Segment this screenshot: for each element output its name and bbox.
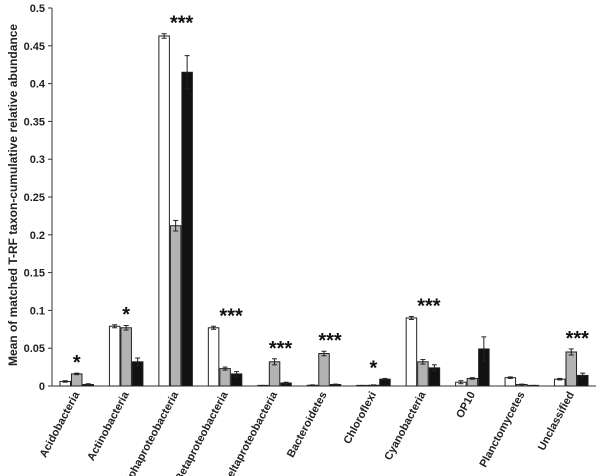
category-label: OP10	[454, 390, 478, 420]
y-axis-label: Mean of matched T-RF taxon-cumulative re…	[6, 24, 20, 366]
y-tick-label: 0.3	[30, 154, 45, 166]
bar	[417, 361, 429, 387]
significance-markers: *********** **********	[73, 13, 589, 380]
y-tick-label: 0.5	[30, 3, 45, 15]
bar	[565, 351, 578, 387]
bar	[181, 71, 193, 387]
y-tick-label: 0.45	[24, 41, 45, 53]
y-tick-label: 0.25	[24, 192, 45, 204]
bar	[70, 373, 83, 387]
significance-marker: ***	[318, 330, 342, 352]
y-tick-label: 0.4	[30, 79, 46, 91]
significance-marker: ***	[170, 13, 194, 35]
significance-marker: ***	[219, 305, 243, 327]
bar	[169, 225, 182, 387]
category-label: Actinobacteria	[85, 389, 132, 463]
bar	[318, 352, 330, 387]
y-tick-label: 0.05	[24, 343, 45, 355]
significance-marker: *	[370, 357, 378, 379]
significance-marker: *	[73, 352, 81, 374]
category-label: Unclassified	[536, 390, 577, 453]
y-tick-label: 0.15	[24, 268, 45, 280]
category-label: Bacteroidetes	[285, 390, 330, 460]
significance-marker: ***	[417, 295, 441, 317]
y-tick-label: 0.1	[30, 305, 45, 317]
category-label: Acidobacteria	[38, 389, 83, 460]
bars	[59, 33, 589, 387]
y-tick-label: 0.35	[24, 116, 45, 128]
category-label: Alphaproteobacteria	[120, 389, 181, 476]
bar	[268, 361, 281, 387]
significance-marker: ***	[566, 328, 590, 350]
significance-marker: *	[122, 304, 130, 326]
category-label: Cyanobacteria	[382, 389, 429, 462]
bar	[207, 327, 220, 387]
bar	[120, 327, 132, 387]
y-ticks: 0 0.05 0.1 0.15 0.2 0.25 0.3 0.35 0.4 0.45 0.5	[24, 3, 52, 393]
category-label: Deltaproteobacteria	[221, 389, 281, 476]
significance-marker: ***	[269, 338, 293, 360]
bar	[405, 317, 418, 387]
bar	[158, 35, 170, 387]
category-label: Betaproteobacteria	[173, 389, 231, 476]
category-label: Planctomycetes	[478, 390, 528, 470]
bar	[219, 368, 231, 387]
category-labels: Acidobacteria ActinobacteriaAlphaproteoba…	[38, 389, 577, 476]
category-label: Chloroflexi	[342, 390, 380, 446]
bar	[108, 325, 121, 387]
y-tick-label: 0	[39, 381, 45, 393]
y-tick-label: 0.2	[30, 230, 45, 242]
